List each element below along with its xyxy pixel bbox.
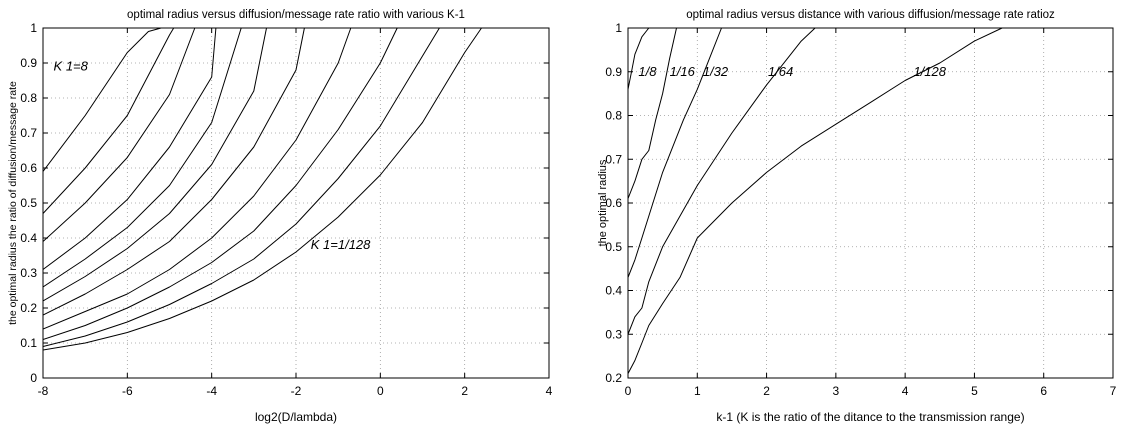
right-chart-y-axis-label: the optimal radius	[597, 159, 609, 246]
right-chart: optimal radius versus distance with vari…	[597, 9, 1117, 424]
left-chart-series-line-5	[43, 27, 242, 288]
left-chart-series-line-1	[43, 27, 162, 172]
left-chart-series-line-11	[43, 27, 482, 351]
right-chart-x-tick-label: 6	[1040, 384, 1047, 398]
right-chart-annotation: 1/8	[638, 64, 657, 79]
left-chart-x-tick-label: -6	[122, 384, 133, 398]
left-chart-series-line-3	[43, 27, 196, 242]
right-chart-series-line-4	[628, 27, 816, 335]
left-chart-series-line-7	[43, 27, 305, 316]
right-chart-y-tick-label: 0.9	[605, 65, 622, 79]
right-chart-series-line-2	[628, 27, 677, 199]
left-chart-y-tick-label: 0.7	[20, 126, 37, 140]
right-chart-x-tick-label: 5	[971, 384, 978, 398]
left-chart: optimal radius versus diffusion/message …	[7, 9, 553, 424]
right-chart-x-tick-label: 4	[902, 384, 909, 398]
right-chart-x-tick-label: 3	[833, 384, 840, 398]
right-chart-y-tick-label: 0.4	[605, 284, 622, 298]
right-chart-y-tick-label: 0.8	[605, 109, 622, 123]
right-chart-y-tick-label: 0.7	[605, 152, 622, 166]
left-chart-y-tick-label: 0.2	[20, 301, 37, 315]
right-chart-series-line-1	[628, 27, 650, 90]
right-chart-x-tick-label: 1	[694, 384, 701, 398]
left-chart-y-tick-label: 1	[30, 21, 37, 35]
left-chart-y-tick-label: 0.9	[20, 56, 37, 70]
left-chart-title: optimal radius versus diffusion/message …	[127, 9, 465, 21]
right-chart-y-tick-label: 0.2	[605, 371, 622, 385]
left-chart-y-tick-label: 0.5	[20, 196, 37, 210]
left-chart-x-tick-label: 2	[461, 384, 468, 398]
right-chart-x-axis-label: k-1 (K is the ratio of the ditance to th…	[716, 410, 1024, 424]
left-chart-series-line-8	[43, 27, 352, 330]
left-chart-x-tick-label: 4	[546, 384, 553, 398]
left-chart-y-tick-label: 0.4	[20, 231, 37, 245]
left-chart-annotation: K 1=8	[54, 59, 89, 74]
left-chart-x-tick-label: -4	[206, 384, 217, 398]
left-chart-annotation: K 1=1/128	[311, 237, 371, 252]
right-chart-series-line-3	[628, 27, 722, 278]
left-chart-series-line-9	[43, 27, 398, 340]
left-chart-y-tick-label: 0	[30, 371, 37, 385]
left-chart-y-tick-label: 0.1	[20, 336, 37, 350]
right-chart-x-tick-label: 7	[1110, 384, 1117, 398]
left-chart-series-line-6	[43, 27, 267, 302]
right-chart-series-group	[628, 27, 1003, 374]
right-chart-title: optimal radius versus distance with vari…	[686, 9, 1055, 21]
right-chart-x-tick-label: 0	[625, 384, 632, 398]
left-chart-y-tick-label: 0.3	[20, 266, 37, 280]
right-chart-annotation: 1/16	[670, 64, 696, 79]
right-chart-y-tick-label: 1	[615, 21, 622, 35]
left-chart-y-tick-label: 0.6	[20, 161, 37, 175]
right-chart-annotation: 1/128	[913, 64, 946, 79]
right-chart-y-tick-label: 0.5	[605, 240, 622, 254]
left-chart-series-line-4	[43, 27, 217, 270]
left-chart-y-axis-label: the optimal radius the ratio of diffusio…	[7, 81, 19, 325]
left-chart-x-tick-label: 0	[377, 384, 384, 398]
left-chart-x-tick-label: -8	[38, 384, 49, 398]
left-chart-y-tick-label: 0.8	[20, 91, 37, 105]
left-chart-series-group	[43, 27, 482, 351]
right-chart-annotation: 1/64	[768, 64, 793, 79]
left-chart-series-line-2	[43, 27, 175, 214]
right-chart-x-tick-label: 2	[763, 384, 770, 398]
left-chart-series-line-10	[43, 27, 440, 347]
right-chart-y-tick-label: 0.6	[605, 196, 622, 210]
right-chart-y-tick-label: 0.3	[605, 327, 622, 341]
right-chart-series-line-5	[628, 27, 1003, 374]
left-chart-x-tick-label: -2	[291, 384, 302, 398]
right-chart-annotation: 1/32	[703, 64, 729, 79]
left-chart-x-axis-label: log2(D/lambda)	[255, 410, 337, 424]
